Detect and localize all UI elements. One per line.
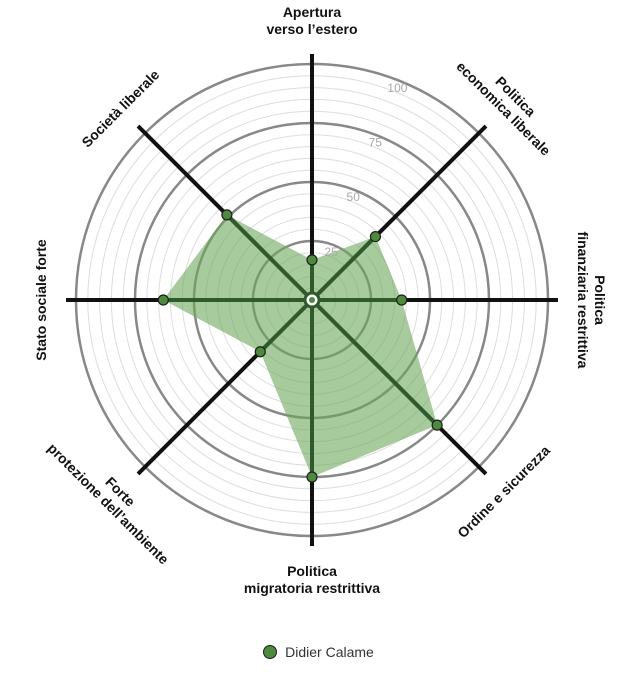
tick-label: 50 (347, 190, 361, 204)
axis-label-line: verso l’estero (266, 21, 357, 37)
data-point (221, 209, 233, 221)
series-polygon (163, 214, 438, 477)
radial-tick-labels: 25 50 75 100 (324, 81, 407, 259)
series-area (163, 214, 438, 477)
series-spoke (225, 213, 314, 302)
series-markers (157, 209, 443, 483)
series-spoke (310, 235, 377, 302)
legend-label: Didier Calame (285, 644, 374, 660)
legend[interactable]: Didier Calame (0, 641, 637, 663)
data-point (254, 346, 266, 358)
axis-label-line: migratoria restrittiva (244, 580, 380, 596)
series-spoke (310, 298, 439, 427)
data-point (396, 294, 408, 306)
axis-label: Apertura verso l’estero (266, 4, 357, 37)
series-spoke (258, 298, 314, 354)
data-point (369, 230, 382, 243)
axis-label-line: finanziaria restrittiva (575, 232, 591, 369)
axis-label: Stato sociale forte (33, 239, 49, 361)
series-inner-spokes (163, 213, 439, 477)
data-point (431, 419, 443, 431)
axis-label-line: Politica (592, 275, 608, 325)
tick-label: 75 (369, 135, 383, 149)
center-dot (309, 297, 315, 303)
axis-label-line: Stato sociale forte (33, 239, 49, 361)
data-point (306, 471, 318, 483)
data-point (306, 254, 318, 266)
axis-label: Politica migratoria restrittiva (244, 563, 380, 596)
axis-label: Politicafinanziaria restrittiva (575, 232, 608, 369)
legend-marker-icon (263, 645, 278, 659)
data-point (157, 294, 169, 306)
tick-label: 100 (387, 81, 407, 95)
tick-label: 25 (324, 245, 338, 259)
axis-label-line: Apertura (283, 4, 342, 20)
axis-label-line: Politica (287, 563, 337, 579)
